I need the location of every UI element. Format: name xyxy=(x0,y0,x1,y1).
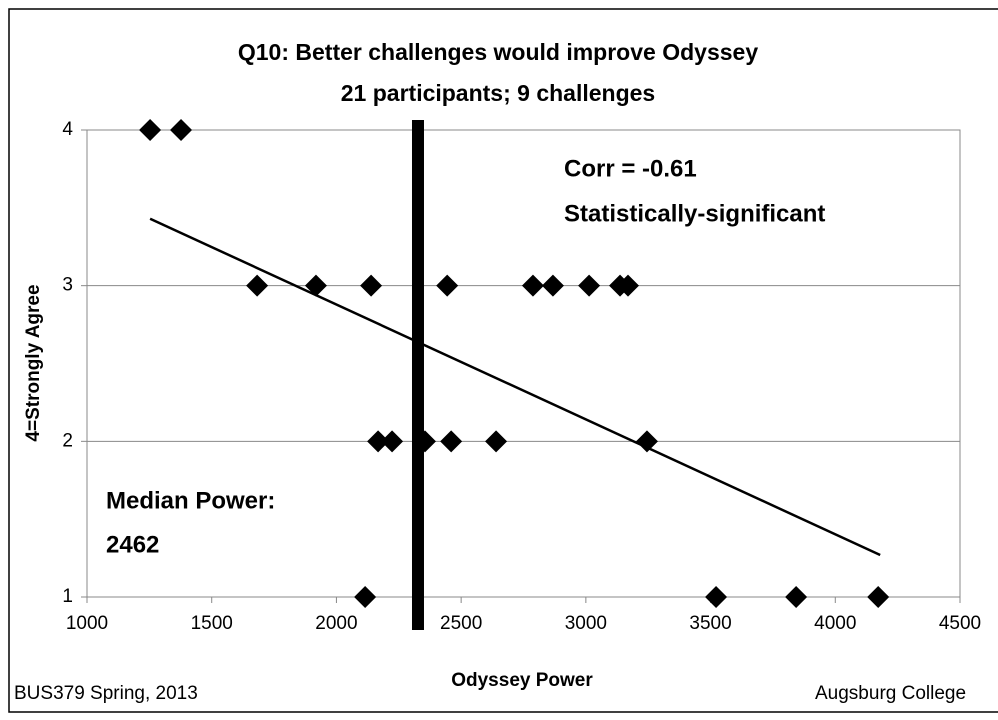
marker xyxy=(578,274,601,297)
y-tick-label: 2 xyxy=(62,430,73,451)
marker xyxy=(440,430,463,453)
chart-title: Q10: Better challenges would improve Ody… xyxy=(238,39,758,65)
x-tick-label: 3000 xyxy=(565,613,607,634)
marker xyxy=(360,274,383,297)
x-tick-label: 3500 xyxy=(689,613,731,634)
trendline xyxy=(149,217,881,557)
y-tick-label: 1 xyxy=(62,586,73,607)
y-tick-label: 3 xyxy=(62,275,73,296)
chart-subtitle: 21 participants; 9 challenges xyxy=(341,80,655,106)
x-tick-label: 4500 xyxy=(939,613,981,634)
marker xyxy=(436,274,459,297)
marker xyxy=(521,274,544,297)
x-tick-label: 2500 xyxy=(440,613,482,634)
marker xyxy=(246,274,269,297)
marker xyxy=(541,274,564,297)
frame xyxy=(8,8,998,713)
footer-right: Augsburg College xyxy=(815,683,966,704)
annotation: Statistically-significant xyxy=(564,200,825,227)
marker xyxy=(705,586,728,608)
marker xyxy=(170,119,193,141)
x-tick-label: 1000 xyxy=(66,613,108,634)
x-tick-label: 2000 xyxy=(315,613,357,634)
x-tick-label: 4000 xyxy=(814,613,856,634)
marker xyxy=(635,430,658,453)
marker xyxy=(354,586,377,608)
plot-area xyxy=(86,129,961,598)
y-tick-label: 4 xyxy=(62,119,73,140)
marker xyxy=(485,430,508,453)
marker xyxy=(381,430,404,453)
marker xyxy=(367,430,390,453)
marker xyxy=(304,274,327,297)
x-axis-label: Odyssey Power xyxy=(451,670,593,691)
annotation: 2462 xyxy=(106,531,159,558)
annotation: Median Power: xyxy=(106,487,275,514)
marker xyxy=(413,430,436,453)
marker xyxy=(617,274,640,297)
y-axis-label: 4=Strongly Agree xyxy=(23,284,44,441)
marker xyxy=(139,119,162,141)
annotation: Corr = -0.61 xyxy=(564,155,697,182)
marker xyxy=(785,586,808,608)
footer-left: BUS379 Spring, 2013 xyxy=(14,683,198,704)
x-tick-label: 1500 xyxy=(191,613,233,634)
marker xyxy=(867,586,890,608)
